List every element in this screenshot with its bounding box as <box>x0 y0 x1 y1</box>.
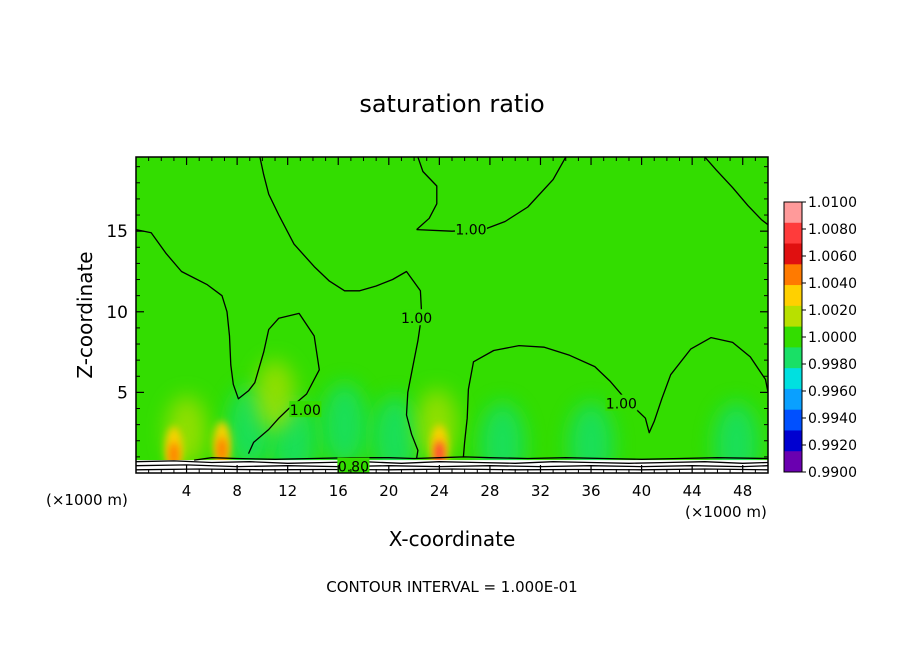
colorbar-swatch <box>784 305 802 328</box>
contour-label: 1.00 <box>606 397 637 413</box>
contour-label: 0.80 <box>338 460 369 476</box>
colorbar-swatch <box>784 388 802 411</box>
colorbar-swatch <box>784 368 802 390</box>
colorbar-label: 1.0040 <box>808 276 857 292</box>
y-axis-label: Z-coordinate <box>73 251 97 378</box>
hotspot-core <box>216 437 228 464</box>
contour-label-bg <box>289 401 322 418</box>
contour-label-layer: 1.00 1.00 1.00 1.00 0.80 <box>289 220 638 476</box>
colorbar-label: 1.0020 <box>808 303 857 319</box>
y-axis: 5 10 15 <box>106 166 768 458</box>
contour-label-bg <box>337 457 370 473</box>
x-axis-label: X-coordinate <box>389 527 516 551</box>
colorbar-swatch <box>784 243 802 265</box>
colorbar: 1.0100 1.0080 1.0060 1.0040 1.0020 1.0000 0.99… <box>783 195 857 481</box>
contour-line <box>136 464 768 468</box>
colorbar-label: 1.0000 <box>808 330 857 346</box>
plot-area: 1.00 1.00 1.00 1.00 0.80 <box>136 157 768 476</box>
x-tick-label: 20 <box>379 482 398 500</box>
colorbar-label: 0.9960 <box>808 384 857 400</box>
x-tick-label: 44 <box>683 482 702 500</box>
x-tick-label: 8 <box>232 482 242 500</box>
y-tick-label: 15 <box>106 222 128 242</box>
y-tick-label: 10 <box>106 303 128 323</box>
contour-line <box>416 157 438 231</box>
contour-line <box>704 157 768 226</box>
contour-line <box>259 157 423 459</box>
low-value-zone <box>568 402 614 473</box>
colorbar-label: 0.9900 <box>808 465 857 481</box>
x-tick-label: 4 <box>182 482 192 500</box>
contour-line <box>136 460 768 464</box>
x-tick-label: 24 <box>430 482 449 500</box>
colorbar-swatch <box>784 285 802 307</box>
colorbar-swatch <box>784 202 802 224</box>
colorbar-swatch <box>784 264 802 286</box>
low-value-zone <box>321 382 368 467</box>
colorbar-label: 1.0060 <box>808 249 857 265</box>
contour-label: 1.00 <box>455 223 486 239</box>
chart-title: saturation ratio <box>359 90 544 118</box>
x-axis: 4 8 12 16 20 24 28 32 36 40 44 48 <box>148 157 756 500</box>
low-value-zone <box>713 402 760 473</box>
contour-label-bg <box>605 394 638 411</box>
x-unit-right: (×1000 m) <box>685 503 767 521</box>
low-value-zone <box>479 402 526 473</box>
contour-label-bg <box>400 309 433 326</box>
colorbar-swatch <box>784 222 802 245</box>
colorbar-swatch <box>784 326 802 348</box>
colorbar-swatch <box>784 430 802 452</box>
contour-interval-note: CONTOUR INTERVAL = 1.000E-01 <box>326 578 577 596</box>
colorbar-label: 0.9980 <box>808 357 857 373</box>
y-tick-label: 5 <box>117 383 128 403</box>
x-tick-label: 32 <box>531 482 550 500</box>
colorbar-label: 0.9940 <box>808 411 857 427</box>
high-value-zone <box>254 360 296 432</box>
colorbar-swatch <box>784 451 802 473</box>
contour-label-bg <box>454 220 487 237</box>
colorbar-label: 1.0100 <box>808 195 857 211</box>
x-tick-label: 48 <box>733 482 752 500</box>
colorbar-label: 0.9920 <box>808 438 857 454</box>
contour-label: 1.00 <box>290 403 321 419</box>
colorbar-swatch <box>784 409 802 431</box>
x-unit-left: (×1000 m) <box>46 491 128 509</box>
contour-line <box>194 456 768 461</box>
x-tick-label: 40 <box>632 482 651 500</box>
contour-label: 1.00 <box>401 311 432 327</box>
colorbar-swatch <box>784 347 802 369</box>
x-tick-label: 28 <box>480 482 499 500</box>
colorbar-label: 1.0080 <box>808 222 857 238</box>
x-tick-label: 16 <box>329 482 348 500</box>
x-tick-label: 36 <box>581 482 600 500</box>
x-tick-label: 12 <box>278 482 297 500</box>
contour-line <box>416 157 567 232</box>
